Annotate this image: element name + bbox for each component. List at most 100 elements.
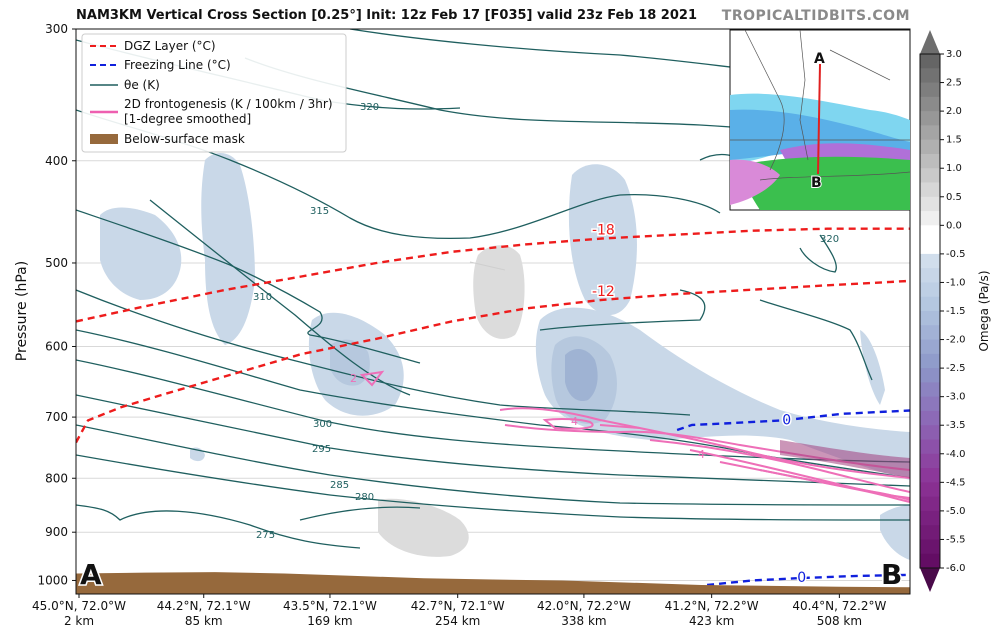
colorbar-extend-top [920,30,940,54]
colorbar-band [920,139,940,155]
y-tick-label: 300 [45,22,68,36]
y-tick-label: 600 [45,339,68,353]
dgz-line-label: -18 [592,223,615,239]
colorbar-tick-label: -5.0 [946,506,966,517]
colorbar-band [920,553,940,569]
theta-e-label: 275 [256,530,275,541]
endpoint-b-label: B [881,558,902,591]
theta-e-line [76,454,910,521]
inset-boundary [829,49,891,81]
colorbar-band [920,368,940,383]
omega-region [535,307,910,480]
legend-label-theta-e: θe (K) [124,78,160,92]
legend-label-mask: Below-surface mask [124,132,245,146]
colorbar-tick-label: -3.0 [946,392,966,403]
colorbar-tick-label: 0.0 [946,220,962,231]
y-axis-label: Pressure (hPa) [14,261,30,361]
theta-e-label: 295 [312,444,331,455]
inset-label-a: A [814,51,825,67]
frontogenesis-label: 2 [350,372,357,385]
theta-e-line [539,289,706,331]
omega-region [860,330,885,405]
frontogenesis-band-fill [780,440,910,478]
endpoint-a-label: A [80,558,102,591]
omega-region [100,207,182,300]
colorbar-tick-label: -2.0 [946,335,966,346]
frontogenesis-line [599,424,641,429]
omega-region [378,498,469,557]
colorbar-extend-bottom [920,568,940,592]
x-tick-label: 42.0°N, 72.2°W [537,599,631,613]
colorbar: 3.0 2.5 2.0 1.5 1.0 0.5 0.0 -0.5 -1.0 -1.5 -2.0 -2.… [919,30,966,592]
inset-map: A B [729,29,911,211]
colorbar-tick-label: -2.5 [946,363,966,374]
x-tick-distance: 254 km [435,614,480,628]
colorbar-band [920,510,940,526]
freezing-line [706,573,910,587]
colorbar-band [920,96,940,112]
colorbar-tick-label: -4.0 [946,449,966,460]
y-tick-label: 1000 [37,573,68,587]
x-tick-distance: 2 km [64,614,94,628]
colorbar-tick-label: 1.0 [946,163,962,174]
colorbar-tick-label: -3.5 [946,420,966,431]
colorbar-band [920,239,940,255]
theta-e-label: 320 [820,234,839,245]
theta-e-labels: 320 315 310 300 295 285 280 275 320 [253,102,839,541]
x-tick-distance: 508 km [817,614,862,628]
colorbar-tick-label: 1.5 [946,135,962,146]
colorbar-tick-label: -6.0 [946,563,966,574]
theta-e-label: 310 [253,292,272,303]
freezing-lines: 00 [676,409,910,588]
theta-e-label: 315 [310,206,329,217]
x-tick-distance: 169 km [307,614,352,628]
colorbar-band [920,282,940,298]
x-tick-label: 40.4°N, 72.2°W [792,599,886,613]
x-tick-label: 43.5°N, 72.1°W [283,599,377,613]
colorbar-band [920,182,940,198]
y-axis: 300 400 500 600 700 800 900 1000 [37,22,76,587]
omega-region [469,261,506,271]
y-tick-label: 500 [45,256,68,270]
theta-e-line [76,504,361,549]
frontogenesis-label: 4 [571,415,578,428]
colorbar-band [920,425,940,440]
dgz-line [76,227,910,323]
frontogenesis-line [759,469,910,501]
colorbar-band [920,196,940,212]
theta-e-line [76,424,910,506]
colorbar-tick-label: -1.5 [946,306,966,317]
y-tick-label: 700 [45,410,68,424]
colorbar-band [920,339,940,355]
inset-cross-section-line [817,63,821,175]
colorbar-band [920,253,940,269]
legend-label-frontogenesis: 2D frontogenesis (K / 100km / 3hr) [124,97,333,111]
frontogenesis-labels: 2 4 4 [350,372,705,461]
legend-label-freezing: Freezing Line (°C) [124,58,231,72]
dgz-line [76,279,910,444]
colorbar-tick-label: 2.5 [946,78,962,89]
theta-e-line [76,394,910,487]
inset-boundary [759,171,911,181]
colorbar-band [920,68,940,84]
colorbar-tick-label: 3.0 [946,49,962,60]
colorbar-tick-label: -5.5 [946,534,966,545]
inset-mix-region [730,159,780,205]
theta-e-label: 300 [313,419,332,430]
legend: DGZ Layer (°C) Freezing Line (°C) θe (K)… [81,33,347,153]
colorbar-band [920,296,940,312]
theta-e-line [76,209,421,364]
freezing-line [676,409,910,432]
below-surface-mask [76,572,910,594]
theta-e-label: 285 [330,480,349,491]
colorbar-band [920,453,940,469]
colorbar-band [920,111,940,126]
colorbar-tick-label: 0.5 [946,192,962,203]
colorbar-band [920,353,940,369]
freezing-line-label: 0 [797,570,806,586]
omega-region [330,339,370,386]
colorbar-tick-label: -1.0 [946,277,966,288]
colorbar-band [920,82,940,98]
colorbar-band [920,153,940,169]
